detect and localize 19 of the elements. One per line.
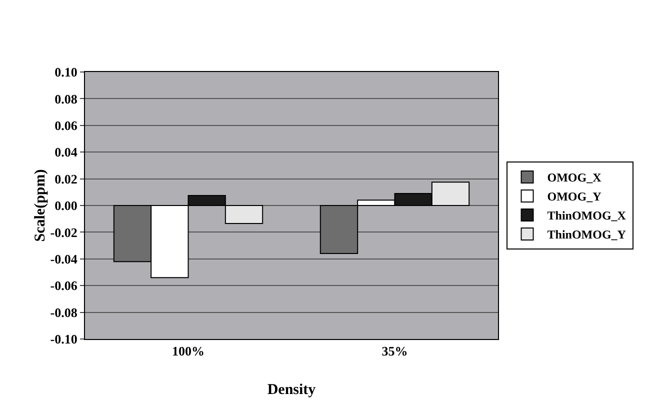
y-tick-label: 0.00 [54,198,78,214]
x-tick-label: 100% [172,344,204,359]
y-tick-label: 0.02 [54,171,78,186]
y-tick-label: 0.10 [54,64,78,80]
y-tick-label: -0.08 [50,304,78,320]
x-axis-title: Density [267,382,316,398]
legend-label: OMOG_Y [547,190,602,204]
y-tick-label: 0.04 [54,144,78,160]
x-tick-label: 35% [382,344,408,359]
y-tick-label: -0.02 [50,224,78,240]
y-axis-title: Scale(ppm) [32,169,48,242]
y-tick-label: 0.06 [54,118,78,133]
legend-label: ThinOMOG_Y [547,228,626,242]
y-tick-label: -0.04 [50,251,78,266]
legend-label: OMOG_X [547,170,602,185]
legend-label: ThinOMOG_X [547,208,626,223]
y-tick-label: -0.10 [50,332,78,347]
y-tick-label: 0.08 [54,91,78,106]
y-tick-label: -0.06 [50,278,78,294]
